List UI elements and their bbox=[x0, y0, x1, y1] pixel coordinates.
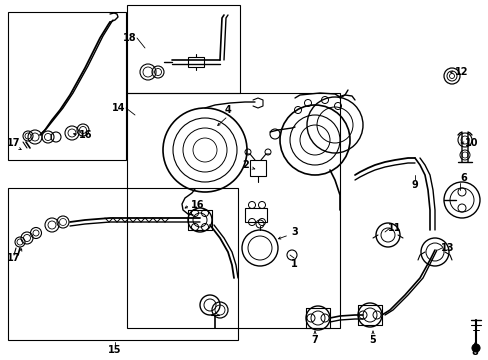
Bar bbox=[8, 188, 238, 340]
Text: 16: 16 bbox=[79, 130, 93, 140]
Text: 16: 16 bbox=[191, 200, 204, 210]
Text: 3: 3 bbox=[291, 227, 298, 237]
Text: 13: 13 bbox=[440, 243, 454, 253]
Text: 8: 8 bbox=[470, 347, 477, 357]
Text: 4: 4 bbox=[224, 105, 231, 115]
Text: 1: 1 bbox=[290, 259, 297, 269]
Text: 2: 2 bbox=[242, 160, 249, 170]
Text: 15: 15 bbox=[108, 345, 122, 355]
Bar bbox=[249, 160, 265, 176]
Bar bbox=[244, 208, 266, 222]
Text: 5: 5 bbox=[369, 335, 376, 345]
Bar bbox=[127, 5, 240, 93]
Circle shape bbox=[471, 344, 479, 352]
Text: 14: 14 bbox=[112, 103, 125, 113]
Text: 9: 9 bbox=[411, 180, 418, 190]
Text: 12: 12 bbox=[454, 67, 468, 77]
Text: 10: 10 bbox=[464, 138, 478, 148]
Text: 6: 6 bbox=[460, 173, 467, 183]
Text: 17: 17 bbox=[7, 253, 20, 263]
Text: 11: 11 bbox=[387, 223, 401, 233]
Bar bbox=[187, 57, 203, 67]
Text: 17: 17 bbox=[7, 138, 20, 148]
Bar bbox=[127, 93, 339, 328]
Text: 7: 7 bbox=[311, 335, 318, 345]
Bar bbox=[8, 12, 126, 160]
Text: 18: 18 bbox=[123, 33, 137, 43]
